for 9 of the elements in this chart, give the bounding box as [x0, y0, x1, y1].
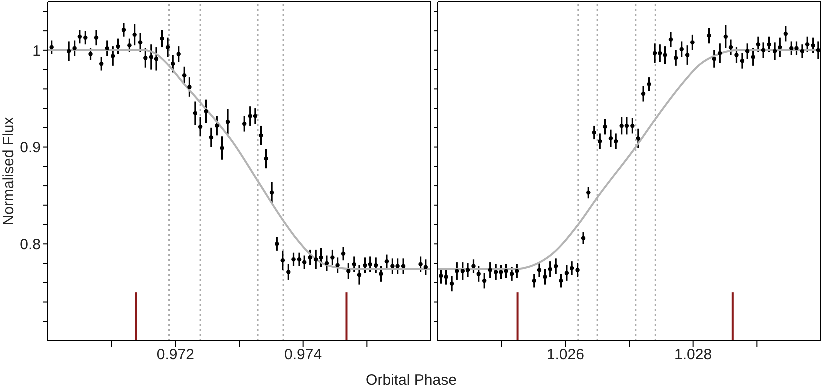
y-tick-label: 0.9	[20, 140, 41, 157]
y-tick-label: 0.8	[20, 236, 41, 254]
y-tick-label: 1	[32, 42, 41, 60]
x-axis-title: Orbital Phase	[365, 372, 458, 389]
x-tick-label: 0.972	[156, 346, 194, 364]
x-tick-label: 1.028	[674, 346, 712, 364]
x-tick-label: 0.974	[284, 346, 322, 364]
x-tick-label: 1.026	[546, 346, 584, 364]
y-axis-title: Normalised Flux	[0, 116, 18, 226]
